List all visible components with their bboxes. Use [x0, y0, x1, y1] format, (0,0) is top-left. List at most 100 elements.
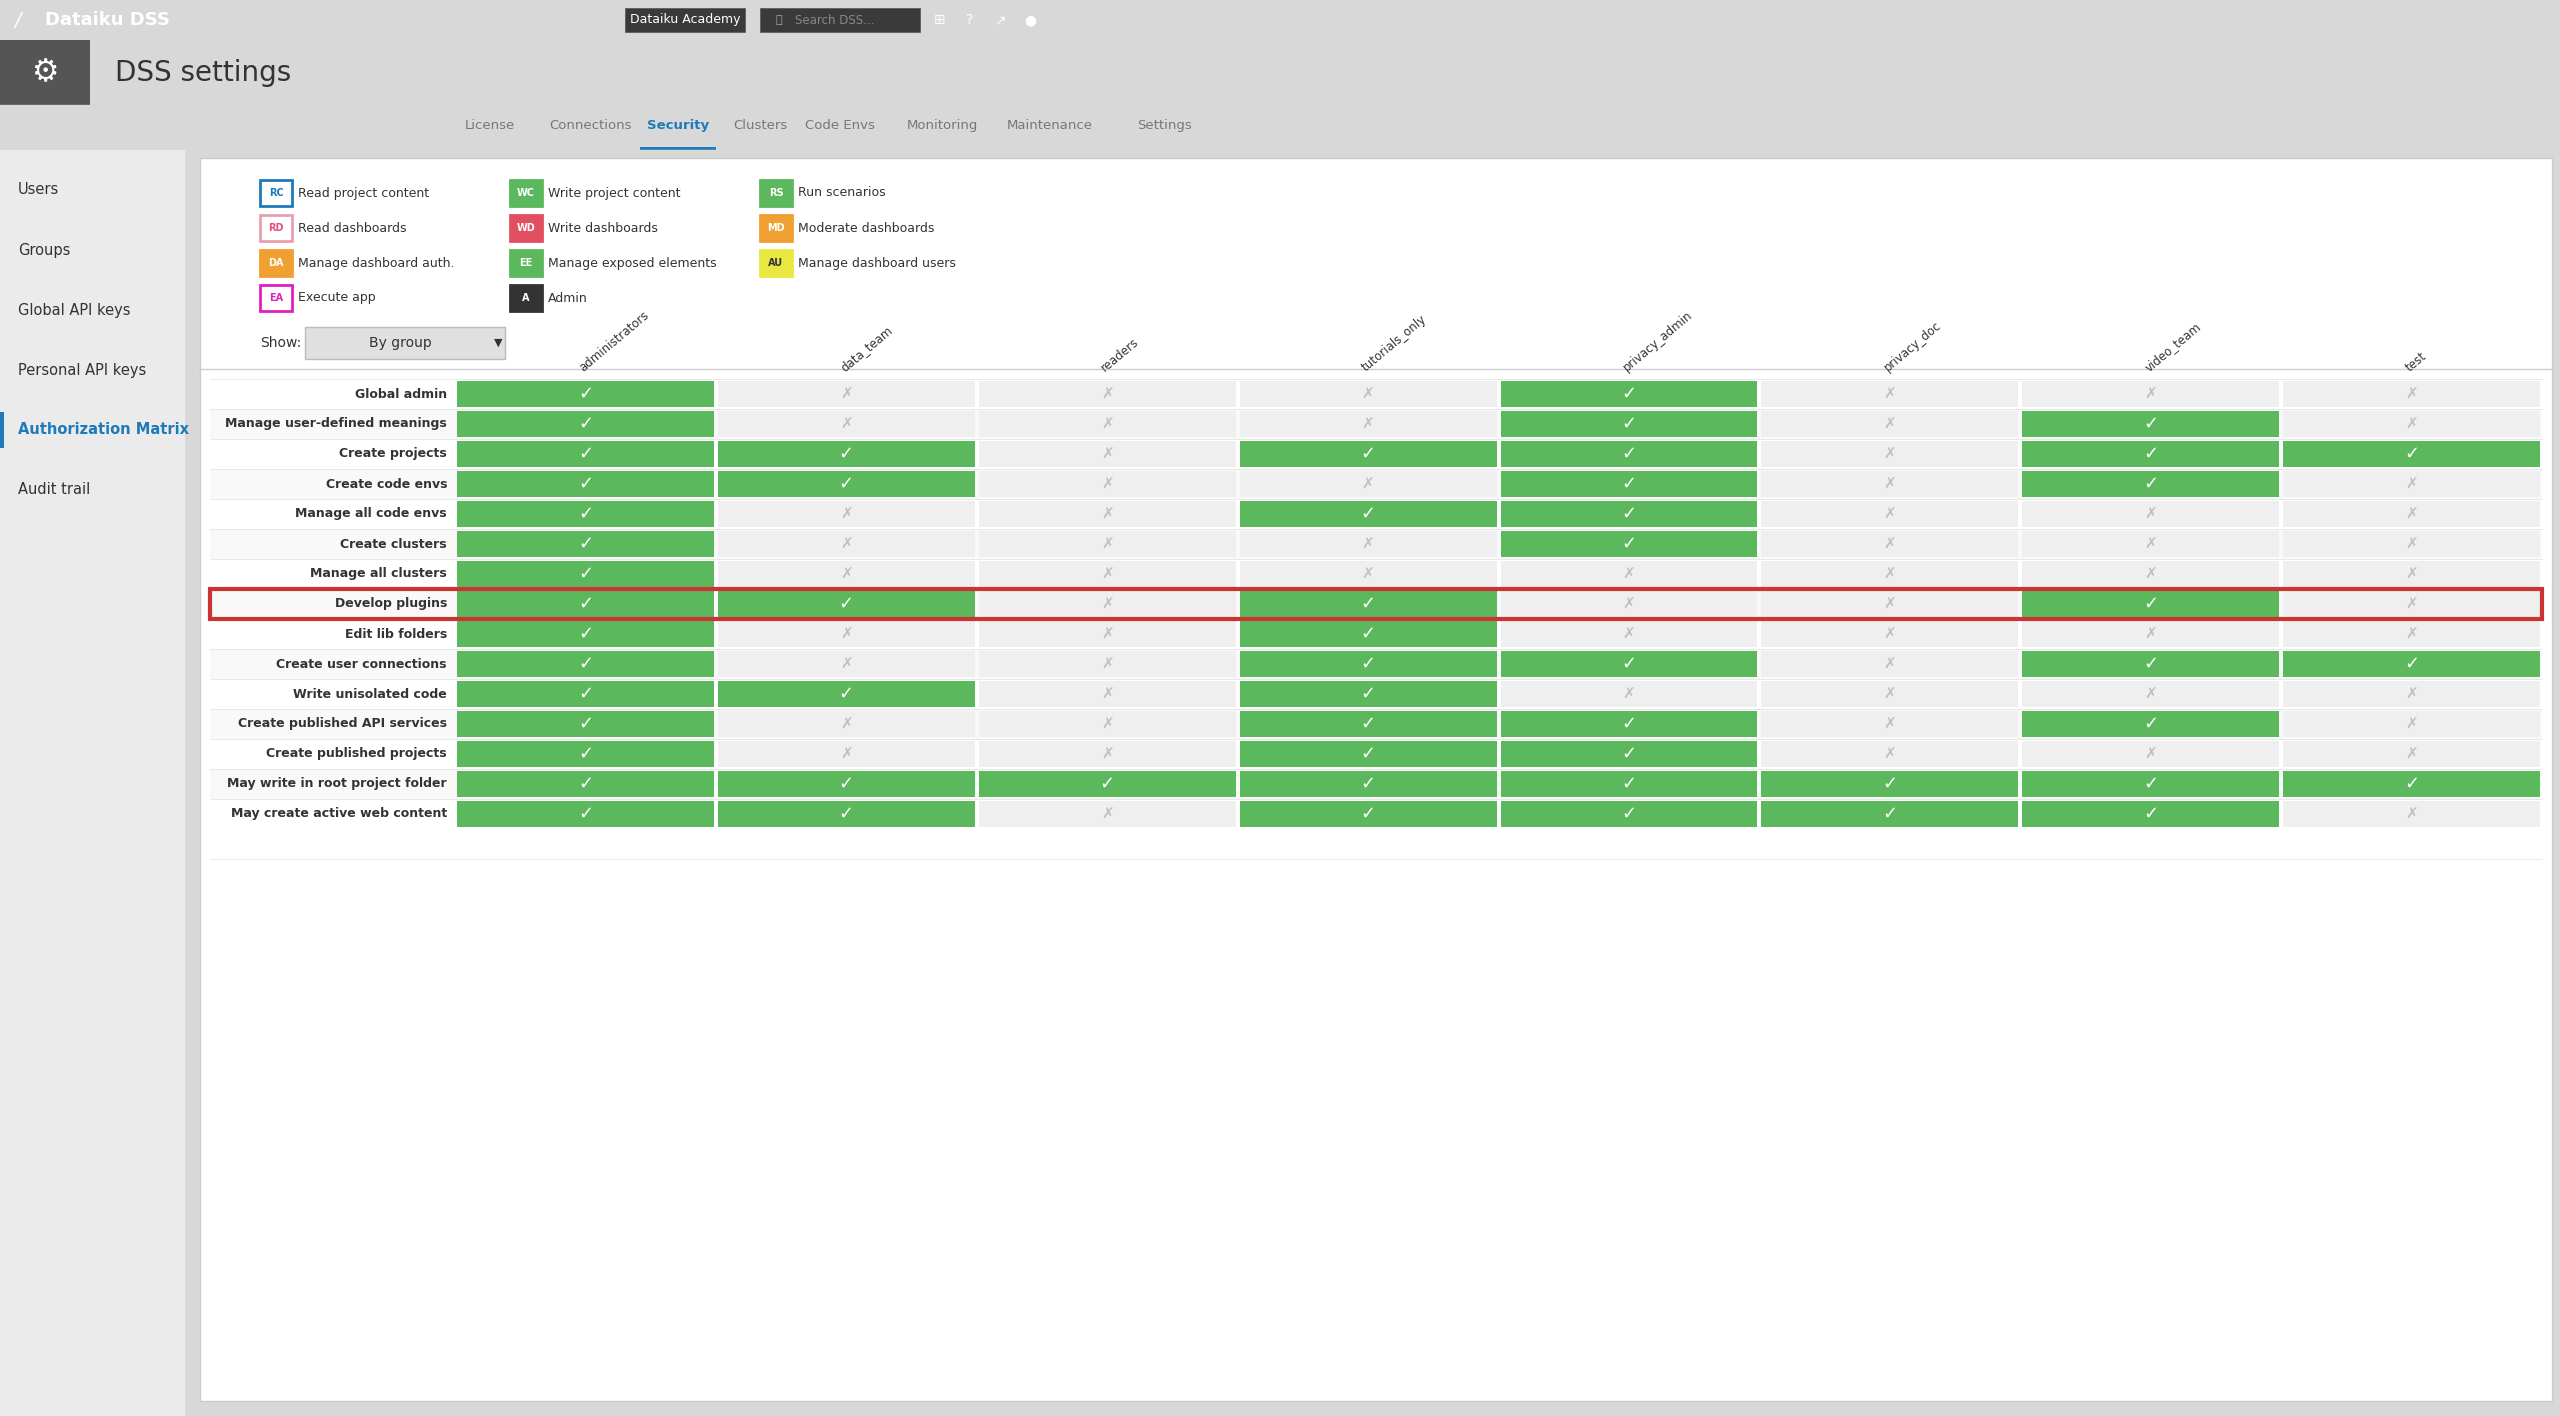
Bar [1239, 381, 1498, 406]
Bar [2284, 472, 2540, 497]
Bar [1500, 440, 1756, 467]
Text: ✗: ✗ [1884, 566, 1897, 582]
Bar [210, 439, 2542, 469]
Text: ✗: ✗ [1362, 537, 1375, 551]
Bar [2022, 622, 2278, 647]
Bar [1500, 501, 1756, 527]
Text: ✓: ✓ [2143, 474, 2158, 493]
Bar [210, 799, 2542, 828]
Text: Manage exposed elements: Manage exposed elements [548, 256, 717, 269]
Bar [978, 741, 1236, 767]
Bar [640, 147, 717, 150]
Text: ✗: ✗ [2145, 566, 2158, 582]
Text: ✓: ✓ [579, 685, 594, 702]
Text: Monitoring: Monitoring [906, 119, 978, 133]
Bar [2022, 681, 2278, 707]
Bar [210, 469, 2542, 498]
Bar [2022, 381, 2278, 406]
Text: Maintenance: Maintenance [1006, 119, 1093, 133]
Text: ✗: ✗ [1884, 477, 1897, 491]
Text: Global API keys: Global API keys [18, 303, 131, 317]
Text: ✗: ✗ [840, 416, 852, 432]
Bar [1500, 801, 1756, 827]
Bar [458, 472, 714, 497]
Bar [2284, 651, 2540, 677]
Bar [458, 411, 714, 438]
Text: ✓: ✓ [1620, 506, 1636, 523]
Bar [978, 590, 1236, 617]
Text: ✗: ✗ [1623, 566, 1636, 582]
Text: ✗: ✗ [840, 566, 852, 582]
Text: RC: RC [269, 188, 284, 198]
Text: ✗: ✗ [1101, 596, 1114, 612]
Bar [1239, 711, 1498, 736]
Text: ✗: ✗ [2406, 687, 2419, 701]
Text: ✗: ✗ [1101, 566, 1114, 582]
Text: Read project content: Read project content [297, 187, 430, 200]
Bar [0, 412, 5, 447]
Text: ✗: ✗ [1884, 626, 1897, 641]
Text: ✗: ✗ [840, 716, 852, 732]
Bar [2284, 622, 2540, 647]
Text: ✗: ✗ [1884, 416, 1897, 432]
Text: ✗: ✗ [1884, 387, 1897, 402]
Bar [978, 501, 1236, 527]
Bar [717, 561, 975, 588]
Bar [1239, 411, 1498, 438]
Bar [458, 501, 714, 527]
Bar [2284, 801, 2540, 827]
Bar [2284, 561, 2540, 588]
Bar [458, 622, 714, 647]
Text: ✗: ✗ [1101, 507, 1114, 521]
Text: Develop plugins: Develop plugins [335, 598, 448, 610]
Bar [1239, 622, 1498, 647]
Text: Create code envs: Create code envs [325, 477, 448, 490]
Bar [1761, 590, 2017, 617]
Text: ✓: ✓ [1882, 806, 1897, 823]
Text: ✓: ✓ [579, 624, 594, 643]
Text: ✗: ✗ [2145, 746, 2158, 762]
Text: ✓: ✓ [1620, 445, 1636, 463]
Text: EE: EE [520, 258, 532, 268]
Bar [1500, 381, 1756, 406]
Text: Audit trail: Audit trail [18, 483, 90, 497]
Bar [2284, 531, 2540, 556]
Text: Create clusters: Create clusters [340, 538, 448, 551]
Bar [458, 741, 714, 767]
Text: ✗: ✗ [1884, 446, 1897, 462]
Text: ✓: ✓ [840, 775, 855, 793]
Text: ✗: ✗ [1884, 507, 1897, 521]
Bar [509, 215, 543, 241]
Bar [717, 801, 975, 827]
Text: ✗: ✗ [1101, 416, 1114, 432]
Text: ✓: ✓ [579, 506, 594, 523]
Text: ⊞: ⊞ [934, 13, 945, 27]
Bar [2022, 741, 2278, 767]
Bar [1239, 801, 1498, 827]
Text: Security: Security [648, 119, 709, 133]
Bar [1239, 501, 1498, 527]
Bar [1761, 801, 2017, 827]
Text: Read dashboards: Read dashboards [297, 221, 407, 235]
Text: ✓: ✓ [579, 535, 594, 554]
Text: A: A [522, 293, 530, 303]
Text: ✓: ✓ [579, 656, 594, 673]
Bar [458, 681, 714, 707]
Text: ✓: ✓ [579, 565, 594, 583]
Text: privacy_doc: privacy_doc [1882, 319, 1943, 374]
Text: ✓: ✓ [2404, 656, 2419, 673]
Text: ✗: ✗ [2145, 626, 2158, 641]
Text: ✓: ✓ [1882, 775, 1897, 793]
Text: DSS settings: DSS settings [115, 59, 292, 86]
Text: DA: DA [269, 258, 284, 268]
Bar [458, 440, 714, 467]
Text: ✗: ✗ [2145, 387, 2158, 402]
Text: ▼: ▼ [494, 338, 502, 348]
Text: AU: AU [768, 258, 783, 268]
Text: Show:: Show: [261, 336, 302, 350]
Text: test: test [2404, 350, 2429, 374]
Text: ✗: ✗ [1101, 716, 1114, 732]
Text: RS: RS [768, 188, 783, 198]
Bar [210, 680, 2542, 709]
Bar [1500, 411, 1756, 438]
